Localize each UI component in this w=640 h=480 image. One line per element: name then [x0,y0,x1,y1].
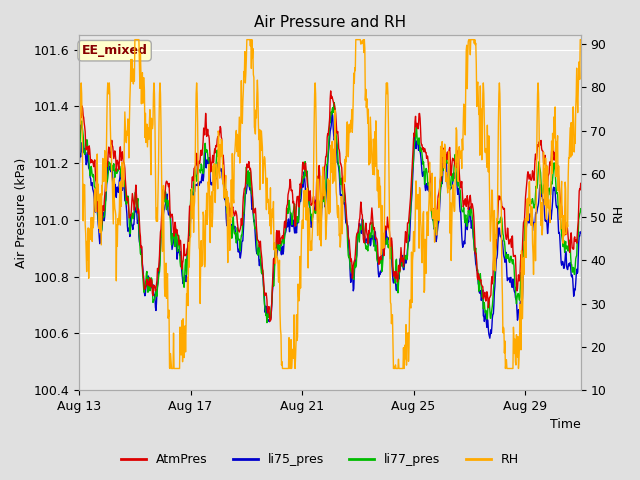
Legend: AtmPres, li75_pres, li77_pres, RH: AtmPres, li75_pres, li77_pres, RH [116,448,524,471]
Title: Air Pressure and RH: Air Pressure and RH [254,15,406,30]
Y-axis label: Air Pressure (kPa): Air Pressure (kPa) [15,157,28,268]
Text: EE_mixed: EE_mixed [82,44,148,57]
Y-axis label: RH: RH [612,204,625,222]
X-axis label: Time: Time [550,419,580,432]
